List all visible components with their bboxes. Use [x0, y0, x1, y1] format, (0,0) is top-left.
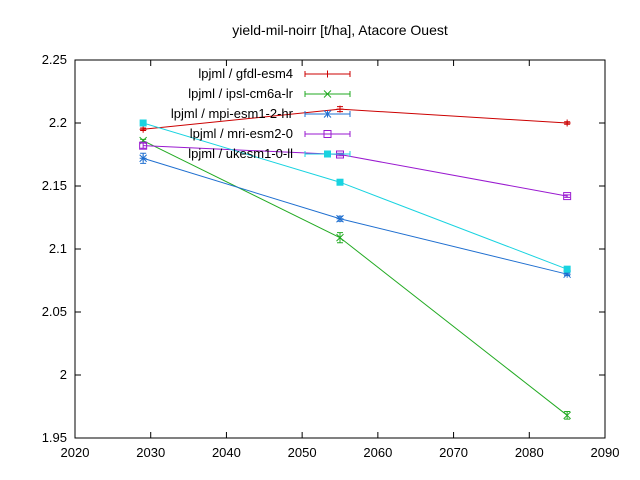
data-point: [336, 105, 344, 113]
y-tick-label: 2.25: [42, 52, 67, 67]
x-tick-label: 2020: [61, 445, 90, 460]
data-point: [336, 233, 344, 242]
y-tick-label: 2: [60, 367, 67, 382]
x-tick-label: 2040: [212, 445, 241, 460]
data-point: [139, 119, 147, 127]
x-tick-label: 2030: [136, 445, 165, 460]
series-2: [139, 136, 571, 420]
legend-label: lpjml / ukesm1-0-ll: [188, 146, 293, 161]
data-point: [336, 214, 344, 223]
x-axis: 2020 2030 2040 2050 2060 2070 2080 2090: [61, 60, 620, 460]
y-tick-label: 2.15: [42, 178, 67, 193]
data-point: [323, 130, 332, 138]
error-bar: [564, 194, 571, 198]
data-point: [336, 178, 344, 186]
data-point: [563, 270, 571, 279]
legend-entry: lpjml / ukesm1-0-ll: [188, 146, 351, 161]
legend-errorbar-caps: [304, 91, 351, 97]
x-tick-label: 2060: [363, 445, 392, 460]
data-point: [323, 90, 332, 98]
y-tick-label: 1.95: [42, 430, 67, 445]
data-point: [563, 192, 572, 201]
plot-area-border: [74, 59, 606, 439]
legend-label: lpjml / gfdl-esm4: [198, 66, 293, 81]
series-1: [139, 105, 571, 133]
legend-entry: lpjml / mpi-esm1-2-hr: [171, 106, 351, 121]
data-point: [324, 150, 331, 158]
series-line: [142, 122, 568, 270]
data-point: [324, 70, 331, 78]
series-line: [142, 140, 568, 416]
chart-title: yield-mil-noirr [t/ha], Atacore Ouest: [232, 22, 448, 38]
legend-label: lpjml / mri-esm2-0: [190, 126, 293, 141]
data-point: [139, 125, 147, 133]
y-tick-label: 2.2: [49, 115, 67, 130]
legend-label: lpjml / mpi-esm1-2-hr: [171, 106, 294, 121]
series-line: [142, 157, 568, 275]
x-tick-label: 2090: [591, 445, 620, 460]
legend-errorbar-caps: [304, 71, 351, 77]
data-point: [563, 265, 571, 273]
data-point: [139, 141, 148, 150]
y-tick-label: 2.1: [49, 241, 67, 256]
legend-errorbar-caps: [304, 151, 351, 157]
data-point: [563, 119, 571, 127]
legend-errorbar-caps: [304, 111, 351, 117]
data-point: [323, 110, 332, 118]
error-bar: [140, 142, 147, 149]
x-tick-label: 2080: [515, 445, 544, 460]
legend-errorbar-caps: [304, 131, 351, 137]
y-axis: 1.95 2 2.05 2.1 2.15 2.2 2.25: [42, 52, 605, 445]
legend: lpjml / gfdl-esm4 lpjml / ipsl-cm6a-lr lpj…: [171, 66, 351, 161]
x-tick-label: 2070: [439, 445, 468, 460]
legend-entry: lpjml / ipsl-cm6a-lr: [188, 86, 351, 101]
series-5: [139, 119, 571, 273]
data-point: [563, 411, 571, 420]
data-point: [139, 154, 147, 163]
y-tick-label: 2.05: [42, 304, 67, 319]
legend-entry: lpjml / gfdl-esm4: [198, 66, 351, 81]
legend-label: lpjml / ipsl-cm6a-lr: [188, 86, 293, 101]
series-3: [139, 152, 571, 279]
legend-entry: lpjml / mri-esm2-0: [190, 126, 351, 141]
x-tick-label: 2050: [288, 445, 317, 460]
